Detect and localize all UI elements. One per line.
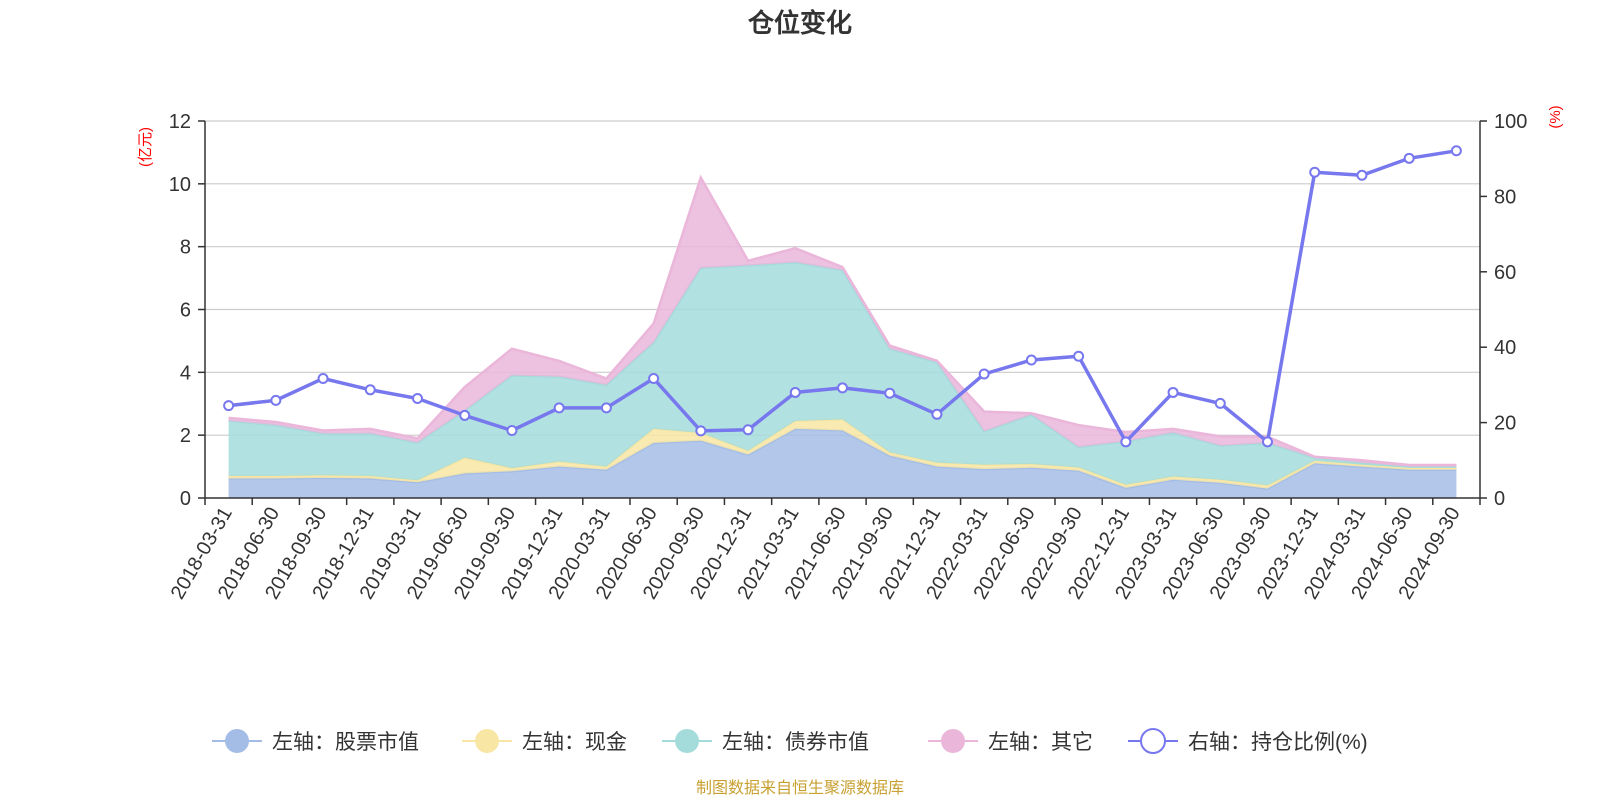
right-axis-unit: (%) (1547, 105, 1564, 128)
legend-marker-other (941, 729, 965, 753)
legend-marker-ratio (1140, 728, 1166, 754)
ratio-point (695, 425, 707, 437)
ratio-point (1214, 397, 1226, 409)
legend-label-cash: 左轴：现金 (522, 731, 627, 754)
right-axis-tick-label: 40 (1494, 337, 1516, 359)
ratio-point (1309, 166, 1321, 178)
ratio-point (1120, 436, 1132, 448)
ratio-point (1167, 386, 1179, 398)
ratio-point (931, 408, 943, 420)
legend-label-stock: 左轴：股票市值 (272, 731, 419, 754)
legend-label-other: 左轴：其它 (988, 731, 1093, 754)
legend-item-ratio[interactable]: 右轴：持仓比例(%) (1128, 728, 1368, 754)
ratio-point (412, 392, 423, 404)
ratio-point (223, 400, 235, 412)
chart-title: 仓位变化 (747, 8, 852, 38)
ratio-point (978, 368, 990, 380)
right-axis-tick-label: 60 (1494, 262, 1516, 284)
ratio-point (1073, 350, 1085, 362)
ratio-point (742, 424, 754, 436)
legend-marker-stock (225, 729, 249, 753)
ratio-point (1356, 169, 1368, 181)
left-axis-unit: (亿元) (137, 127, 154, 167)
legend-item-cash[interactable]: 左轴：现金 (462, 729, 627, 754)
stacked-areas (228, 174, 1457, 498)
left-axis-tick-label: 6 (180, 300, 191, 322)
right-axis-tick-label: 100 (1494, 111, 1527, 133)
ratio-point (317, 372, 329, 384)
area-edge-other (228, 174, 1457, 467)
left-axis-tick-label: 2 (180, 425, 191, 447)
legend-marker-cash (475, 729, 499, 753)
legend[interactable]: 左轴：股票市值 左轴：现金 左轴：债券市值 左轴：其它 右轴：持仓比例(%) (212, 728, 1368, 754)
ratio-point (1262, 436, 1273, 448)
area-stock (228, 428, 1457, 498)
ratio-point (789, 386, 801, 398)
right-axis-tick-label: 0 (1494, 488, 1505, 510)
legend-item-stock[interactable]: 左轴：股票市值 (212, 729, 419, 754)
left-axis-tick-label: 8 (180, 237, 191, 259)
ratio-point (506, 425, 518, 437)
ratio-point (600, 402, 612, 414)
area-bond (228, 262, 1457, 486)
left-axis-tick-label: 12 (169, 111, 191, 133)
ratio-point (1450, 145, 1462, 157)
data-source-note: 制图数据来自恒生聚源数据库 (696, 779, 904, 797)
legend-label-bond: 左轴：债券市值 (722, 731, 869, 754)
right-axis-tick-label: 20 (1494, 413, 1516, 435)
ratio-point (364, 384, 376, 396)
ratio-point (1403, 152, 1415, 164)
right-axis-tick-label: 80 (1494, 186, 1516, 208)
ratio-point (884, 387, 896, 399)
left-axis-tick-label: 0 (180, 488, 191, 510)
left-axis-tick-label: 4 (180, 362, 191, 384)
legend-label-ratio: 右轴：持仓比例(%) (1188, 731, 1368, 754)
ratio-point (648, 372, 660, 384)
ratio-point (1025, 354, 1037, 366)
legend-marker-bond (675, 729, 699, 753)
ratio-point (553, 402, 565, 414)
left-axis-tick-label: 10 (169, 174, 191, 196)
ratio-point (837, 382, 848, 394)
legend-item-bond[interactable]: 左轴：债券市值 (662, 729, 869, 754)
ratio-point (459, 409, 471, 421)
ratio-line-series (223, 145, 1462, 448)
legend-item-other[interactable]: 左轴：其它 (928, 729, 1093, 754)
ratio-point (270, 394, 282, 406)
